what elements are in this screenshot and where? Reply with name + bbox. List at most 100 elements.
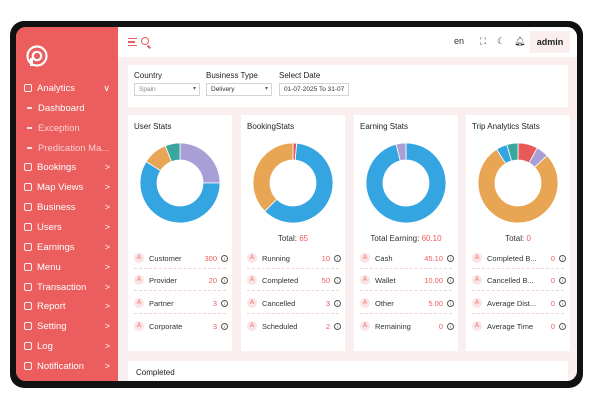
- date-value: 01-07-2025 To 31-07: [284, 86, 345, 93]
- sidebar-item-notification[interactable]: Notification >: [16, 357, 118, 375]
- stats-card-3: Trip Analytics Stats Total: 0 A Completed B…: [466, 115, 570, 351]
- dash-icon: [27, 127, 32, 129]
- sidebar-item-business[interactable]: Business >: [16, 198, 118, 216]
- sidebar-item-label: Menu: [37, 261, 61, 273]
- date-range-input[interactable]: 01-07-2025 To 31-07: [279, 83, 349, 96]
- donut-slice[interactable]: [164, 142, 181, 163]
- sidebar-item-map-views[interactable]: Map Views >: [16, 178, 118, 196]
- users-icon: [24, 223, 32, 231]
- business-type-select[interactable]: Delivery ▾: [206, 83, 272, 96]
- chevron-right-icon: >: [104, 202, 110, 212]
- donut-chart: [365, 142, 447, 224]
- info-icon[interactable]: i: [221, 322, 228, 330]
- country-select[interactable]: Spain ▾: [134, 83, 200, 96]
- sidebar-item-bookings[interactable]: Bookings >: [16, 158, 118, 176]
- business-icon: [24, 203, 32, 211]
- bell-icon[interactable]: 🔔︎: [514, 36, 526, 46]
- info-icon[interactable]: i: [334, 254, 341, 262]
- info-icon[interactable]: i: [221, 276, 228, 284]
- card-total: Total Earning: 60.10: [354, 234, 458, 243]
- info-icon[interactable]: i: [334, 276, 341, 284]
- donut-slice[interactable]: [179, 142, 221, 184]
- sidebar-item-predication-ma[interactable]: Predication Ma...: [16, 139, 118, 157]
- stat-row: A Other 5.00 i: [360, 296, 454, 310]
- sidebar-item-analytics[interactable]: Analytics ∨: [16, 79, 118, 97]
- avatar-icon: A: [360, 275, 370, 285]
- info-icon[interactable]: i: [447, 276, 454, 284]
- menu-icon[interactable]: [128, 38, 137, 46]
- row-divider: [247, 290, 339, 291]
- avatar-icon: A: [134, 275, 144, 285]
- info-icon[interactable]: i: [221, 299, 228, 307]
- sidebar-item-label: Dashboard: [38, 102, 85, 114]
- stat-label: Cash: [375, 253, 393, 263]
- sidebar-item-label: Setting: [37, 320, 67, 332]
- donut-slice[interactable]: [365, 142, 447, 224]
- avatar-icon: A: [360, 253, 370, 263]
- stat-row: A Completed 50 i: [247, 273, 341, 287]
- info-icon[interactable]: i: [334, 322, 341, 330]
- sidebar-item-menu[interactable]: Menu >: [16, 258, 118, 276]
- sidebar-item-earnings[interactable]: Earnings >: [16, 238, 118, 256]
- sidebar-item-transaction[interactable]: Transaction >: [16, 278, 118, 296]
- fullscreen-icon[interactable]: ⛶: [479, 36, 487, 46]
- stat-row: A Remaining 0 i: [360, 319, 454, 333]
- sidebar-item-report[interactable]: Report >: [16, 297, 118, 315]
- sidebar-item-users[interactable]: Users >: [16, 218, 118, 236]
- donut-slice[interactable]: [506, 142, 519, 162]
- stat-row: A Average Dist... 0 i: [472, 296, 566, 310]
- chevron-right-icon: >: [104, 262, 110, 272]
- info-icon[interactable]: i: [447, 322, 454, 330]
- user-menu[interactable]: admin: [530, 31, 570, 53]
- donut-slice[interactable]: [477, 148, 559, 224]
- info-icon[interactable]: i: [559, 276, 566, 284]
- info-icon[interactable]: i: [559, 254, 566, 262]
- donut-slice[interactable]: [264, 142, 334, 224]
- donut-slice[interactable]: [139, 161, 221, 224]
- info-icon[interactable]: i: [447, 299, 454, 307]
- info-icon[interactable]: i: [559, 322, 566, 330]
- stat-label: Completed B...: [487, 253, 537, 263]
- sidebar-item-exception[interactable]: Exception: [16, 119, 118, 137]
- card-total: Total: 65: [241, 234, 345, 243]
- sidebar-item-log[interactable]: Log >: [16, 337, 118, 355]
- stat-row: A Wallet 10.00 i: [360, 273, 454, 287]
- info-icon[interactable]: i: [334, 299, 341, 307]
- stat-label: Other: [375, 298, 394, 308]
- card-title: Earning Stats: [360, 122, 409, 131]
- report-icon: [24, 302, 32, 310]
- chevron-right-icon: >: [104, 341, 110, 351]
- setting-icon: [24, 322, 32, 330]
- donut-slice[interactable]: [395, 142, 407, 162]
- stat-label: Customer: [149, 253, 182, 263]
- info-icon[interactable]: i: [221, 254, 228, 262]
- row-divider: [472, 268, 564, 269]
- row-divider: [360, 268, 452, 269]
- chevron-down-icon: ∨: [103, 82, 110, 93]
- donut-slice[interactable]: [252, 142, 294, 212]
- stat-value: 0: [438, 321, 443, 331]
- country-label: Country: [134, 71, 163, 80]
- row-divider: [472, 290, 564, 291]
- completed-title: Completed: [136, 368, 175, 377]
- avatar-icon: A: [472, 275, 482, 285]
- stat-label: Completed: [262, 275, 299, 285]
- info-icon[interactable]: i: [559, 299, 566, 307]
- stat-value: 0: [550, 253, 555, 263]
- language-selector[interactable]: en: [454, 36, 465, 46]
- row-divider: [360, 290, 452, 291]
- stat-row: A Scheduled 2 i: [247, 319, 341, 333]
- moon-icon[interactable]: ☾: [496, 36, 506, 46]
- sidebar-item-dashboard[interactable]: Dashboard: [16, 99, 118, 117]
- search-icon[interactable]: [141, 37, 149, 45]
- stat-row: A Cancelled B... 0 i: [472, 273, 566, 287]
- stat-row: A Average Time 0 i: [472, 319, 566, 333]
- menu-icon: [24, 263, 32, 271]
- earnings-icon: [24, 243, 32, 251]
- row-divider: [360, 313, 452, 314]
- total-label: Total:: [277, 234, 297, 243]
- info-icon[interactable]: i: [447, 254, 454, 262]
- country-value: Spain: [139, 86, 156, 93]
- business-type-label: Business Type: [206, 71, 258, 80]
- sidebar-item-setting[interactable]: Setting >: [16, 317, 118, 335]
